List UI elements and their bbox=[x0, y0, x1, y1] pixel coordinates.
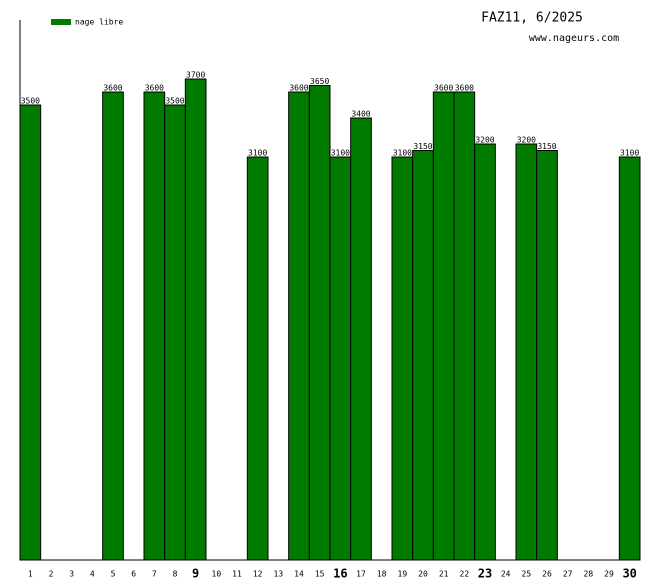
bar bbox=[308, 85, 331, 561]
value-label: 3600 bbox=[289, 84, 308, 93]
x-tick-label: 4 bbox=[90, 570, 95, 579]
value-label: 3600 bbox=[455, 84, 474, 93]
value-label: 3200 bbox=[517, 136, 536, 145]
x-tick-label: 15 bbox=[315, 570, 325, 579]
x-tick-label: 28 bbox=[584, 570, 594, 579]
bar bbox=[618, 156, 641, 561]
x-tick-label: 22 bbox=[460, 570, 470, 579]
value-label: 3500 bbox=[165, 97, 184, 106]
x-tick-label: 11 bbox=[232, 570, 242, 579]
bar bbox=[515, 143, 538, 561]
x-tick-label: 20 bbox=[418, 570, 428, 579]
x-tick-label: 26 bbox=[542, 570, 552, 579]
bar bbox=[143, 91, 166, 561]
value-label: 3100 bbox=[248, 149, 267, 158]
value-label: 3600 bbox=[103, 84, 122, 93]
bar bbox=[288, 91, 310, 561]
legend-swatch bbox=[51, 19, 71, 25]
value-label: 3650 bbox=[310, 77, 329, 86]
bar bbox=[184, 78, 207, 561]
x-tick-label: 16 bbox=[333, 567, 347, 581]
x-tick-label: 21 bbox=[439, 570, 449, 579]
x-tick-label: 9 bbox=[192, 567, 199, 581]
x-tick-label: 25 bbox=[522, 570, 532, 579]
x-tick-label: 18 bbox=[377, 570, 387, 579]
value-label: 3600 bbox=[434, 84, 453, 93]
bar bbox=[412, 150, 434, 561]
x-tick-label: 24 bbox=[501, 570, 511, 579]
bar bbox=[350, 117, 372, 561]
value-label: 3150 bbox=[413, 142, 432, 151]
x-tick-label: 19 bbox=[398, 570, 408, 579]
value-label: 3150 bbox=[537, 142, 556, 151]
bar bbox=[329, 156, 352, 561]
value-label: 3100 bbox=[393, 149, 412, 158]
bar bbox=[474, 143, 496, 561]
value-label: 3600 bbox=[145, 84, 164, 93]
bar bbox=[164, 104, 186, 561]
x-tick-label: 17 bbox=[356, 570, 366, 579]
value-label: 3500 bbox=[21, 97, 40, 106]
value-label: 3700 bbox=[186, 71, 205, 80]
value-label: 3100 bbox=[331, 149, 350, 158]
bar bbox=[536, 150, 558, 561]
x-tick-label: 13 bbox=[274, 570, 284, 579]
bar bbox=[453, 91, 476, 561]
bar bbox=[19, 104, 42, 561]
bar bbox=[246, 156, 269, 561]
legend-label: nage libre bbox=[75, 18, 123, 27]
value-label: 3200 bbox=[475, 136, 494, 145]
chart-title: FAZ11, 6/2025 bbox=[481, 11, 583, 26]
x-tick-label: 27 bbox=[563, 570, 573, 579]
x-tick-label: 12 bbox=[253, 570, 263, 579]
x-tick-label: 7 bbox=[152, 570, 157, 579]
chart-subtitle: www.nageurs.com bbox=[529, 33, 619, 44]
x-tick-label: 29 bbox=[604, 570, 614, 579]
x-tick-label: 10 bbox=[212, 570, 222, 579]
bar bbox=[391, 156, 414, 561]
x-tick-label: 30 bbox=[622, 567, 636, 581]
value-label: 3100 bbox=[620, 149, 639, 158]
x-tick-label: 3 bbox=[69, 570, 74, 579]
x-tick-label: 6 bbox=[131, 570, 136, 579]
x-tick-label: 8 bbox=[173, 570, 178, 579]
bar bbox=[102, 91, 124, 561]
value-label: 3400 bbox=[351, 110, 370, 119]
x-tick-label: 2 bbox=[49, 570, 54, 579]
x-tick-label: 1 bbox=[28, 570, 33, 579]
x-tick-label: 5 bbox=[111, 570, 116, 579]
x-tick-label: 14 bbox=[294, 570, 304, 579]
x-tick-label: 23 bbox=[478, 567, 492, 581]
bar bbox=[432, 91, 455, 561]
